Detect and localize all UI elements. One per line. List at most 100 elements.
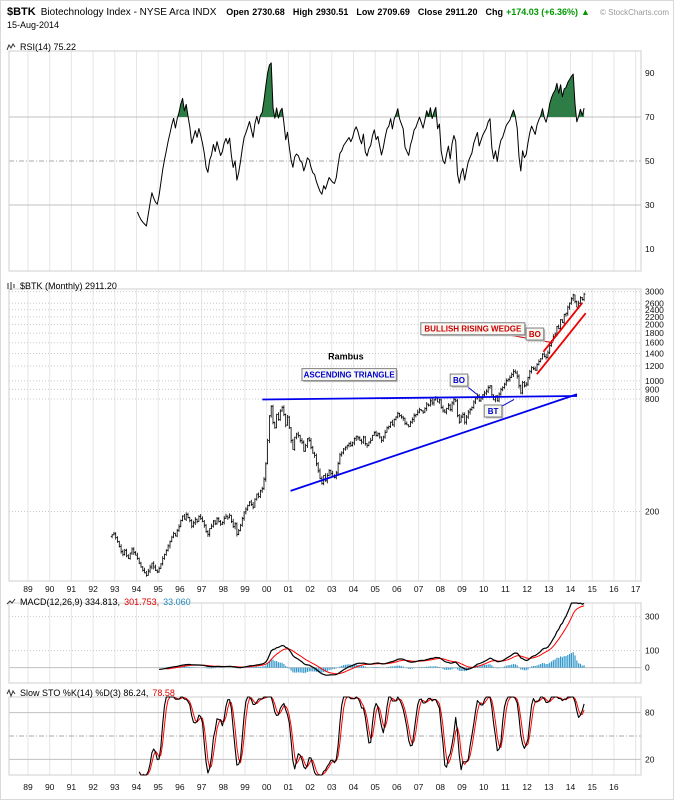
low-quote: Low 2709.69 bbox=[356, 7, 410, 17]
high-label: High bbox=[292, 7, 313, 17]
svg-text:12: 12 bbox=[522, 584, 532, 594]
annotation-box bbox=[420, 322, 526, 336]
copyright-text: © StockCharts.com bbox=[599, 8, 669, 17]
svg-text:15: 15 bbox=[587, 584, 597, 594]
svg-text:300: 300 bbox=[645, 612, 659, 622]
macd-panel-label: MACD(12,26,9) 334.813, 301.753, 33.060 bbox=[6, 597, 191, 607]
annotation-text: BO bbox=[529, 330, 541, 339]
grid bbox=[8, 50, 642, 776]
low-label: Low bbox=[356, 7, 375, 17]
rsi-plot bbox=[136, 62, 585, 227]
chg-quote: Chg +174.03 (+6.36%) ▲ bbox=[485, 7, 589, 17]
sto-indicator-icon bbox=[6, 688, 16, 698]
svg-text:100: 100 bbox=[645, 646, 659, 656]
svg-text:06: 06 bbox=[392, 584, 402, 594]
svg-text:13: 13 bbox=[544, 584, 554, 594]
svg-text:14: 14 bbox=[566, 584, 576, 594]
trendline-rising-wedge-upper bbox=[542, 302, 584, 353]
macd-plot bbox=[159, 602, 585, 676]
svg-text:97: 97 bbox=[197, 584, 207, 594]
svg-text:15: 15 bbox=[587, 782, 597, 792]
annotation-text: BULLISH RISING WEDGE bbox=[424, 325, 522, 334]
annotation-text: ASCENDING TRIANGLE bbox=[304, 371, 396, 380]
svg-text:99: 99 bbox=[240, 782, 250, 792]
low-value: 2709.69 bbox=[377, 7, 410, 17]
annotation-box bbox=[449, 373, 469, 387]
svg-text:96: 96 bbox=[175, 584, 185, 594]
svg-text:2000: 2000 bbox=[645, 320, 664, 330]
sto-panel-label: Slow STO %K(14) %D(3) 86.24, 78.58 bbox=[6, 688, 175, 698]
svg-text:06: 06 bbox=[392, 782, 402, 792]
price-annotations: Rambus ASCENDING TRIANGLE BULLISH RISING W… bbox=[301, 322, 554, 419]
svg-text:05: 05 bbox=[370, 584, 380, 594]
svg-text:95: 95 bbox=[153, 782, 163, 792]
annotation-text: BO bbox=[453, 376, 465, 385]
svg-text:3000: 3000 bbox=[645, 287, 664, 297]
svg-text:97: 97 bbox=[197, 782, 207, 792]
svg-text:96: 96 bbox=[175, 782, 185, 792]
header-row-1: $BTK Biotechnology Index - NYSE Arca IND… bbox=[7, 6, 669, 18]
svg-text:0: 0 bbox=[645, 663, 650, 673]
trendline-ascending-triangle-top bbox=[262, 395, 578, 401]
svg-text:11: 11 bbox=[501, 584, 510, 594]
svg-text:09: 09 bbox=[457, 584, 467, 594]
high-quote: High 2930.51 bbox=[293, 7, 349, 17]
svg-text:90: 90 bbox=[45, 782, 55, 792]
svg-text:89: 89 bbox=[23, 782, 33, 792]
svg-text:16: 16 bbox=[609, 584, 619, 594]
sto-label-d-value: 78.58 bbox=[152, 688, 175, 698]
svg-text:2600: 2600 bbox=[645, 298, 664, 308]
svg-text:10: 10 bbox=[645, 244, 655, 254]
rsi-panel-label: RSI(14) 75.22 bbox=[6, 42, 76, 52]
svg-text:1000: 1000 bbox=[645, 376, 664, 386]
macd-label-signal-value: 301.753, bbox=[124, 597, 160, 607]
svg-text:1200: 1200 bbox=[645, 361, 664, 371]
svg-text:93: 93 bbox=[110, 584, 120, 594]
svg-text:2200: 2200 bbox=[645, 312, 664, 322]
macd-indicator-icon bbox=[6, 598, 16, 605]
close-quote: Close 2911.20 bbox=[418, 7, 478, 17]
svg-text:03: 03 bbox=[327, 782, 337, 792]
high-value: 2930.51 bbox=[315, 7, 349, 17]
close-label: Close bbox=[417, 7, 443, 17]
ohlc-quote: Open 2730.68 High 2930.51 Low 2709.69 Close… bbox=[226, 7, 590, 17]
svg-text:03: 03 bbox=[327, 584, 337, 594]
ticker-symbol: $BTK bbox=[7, 6, 36, 18]
open-quote: Open 2730.68 bbox=[226, 7, 285, 17]
macd-label-black: MACD(12,26,9) 334.813, bbox=[20, 597, 121, 607]
svg-text:14: 14 bbox=[566, 782, 576, 792]
annotation-box bbox=[525, 327, 545, 341]
svg-text:20: 20 bbox=[645, 754, 655, 764]
price-bars bbox=[110, 292, 586, 577]
trendline-ascending-triangle-bottom bbox=[290, 393, 578, 492]
close-value: 2911.20 bbox=[445, 7, 478, 17]
svg-text:800: 800 bbox=[645, 394, 659, 404]
annotation-text: BT bbox=[488, 407, 499, 416]
svg-text:2400: 2400 bbox=[645, 305, 664, 315]
svg-text:02: 02 bbox=[305, 584, 315, 594]
open-value: 2730.68 bbox=[252, 7, 285, 17]
svg-text:200: 200 bbox=[645, 507, 659, 517]
svg-text:09: 09 bbox=[457, 782, 467, 792]
chart-date: 15-Aug-2014 bbox=[7, 20, 60, 30]
annotation-box bbox=[483, 404, 503, 418]
trendline-rising-wedge-lower bbox=[536, 312, 587, 375]
svg-text:80: 80 bbox=[645, 708, 655, 718]
svg-text:17: 17 bbox=[631, 584, 641, 594]
macd-label-hist-value: 33.060 bbox=[163, 597, 191, 607]
trendlines bbox=[262, 302, 587, 492]
svg-text:93: 93 bbox=[110, 782, 120, 792]
svg-text:50: 50 bbox=[645, 156, 655, 166]
rsi-label-text: RSI(14) 75.22 bbox=[20, 42, 77, 52]
svg-text:91: 91 bbox=[67, 584, 77, 594]
svg-text:00: 00 bbox=[262, 782, 272, 792]
chg-up-arrow-icon: ▲ bbox=[581, 7, 590, 17]
svg-text:10: 10 bbox=[479, 782, 489, 792]
svg-text:94: 94 bbox=[132, 584, 142, 594]
svg-text:90: 90 bbox=[45, 584, 55, 594]
annotation-text: Rambus bbox=[328, 351, 364, 361]
svg-text:11: 11 bbox=[501, 782, 510, 792]
svg-text:12: 12 bbox=[522, 782, 532, 792]
